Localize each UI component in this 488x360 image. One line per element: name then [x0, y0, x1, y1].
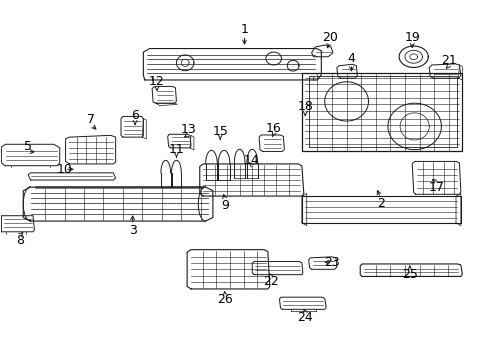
Text: 8: 8 [16, 234, 24, 247]
Text: 14: 14 [244, 154, 259, 167]
Text: 17: 17 [428, 181, 444, 194]
Text: 12: 12 [149, 75, 164, 88]
Text: 9: 9 [221, 198, 228, 212]
Text: 11: 11 [168, 143, 184, 156]
Text: 21: 21 [440, 54, 456, 67]
Text: 26: 26 [217, 293, 232, 306]
Text: 22: 22 [263, 275, 279, 288]
Text: 13: 13 [181, 123, 196, 136]
Text: 25: 25 [401, 268, 417, 281]
Text: 4: 4 [347, 52, 355, 65]
Text: 5: 5 [24, 140, 32, 153]
Text: 10: 10 [57, 163, 72, 176]
Text: 15: 15 [212, 125, 228, 138]
Text: 23: 23 [324, 256, 339, 269]
Text: 1: 1 [240, 23, 248, 36]
Text: 20: 20 [321, 31, 337, 44]
Text: 6: 6 [131, 109, 139, 122]
Text: 3: 3 [128, 224, 136, 237]
Text: 19: 19 [404, 31, 419, 44]
Text: 24: 24 [297, 311, 312, 324]
Text: 18: 18 [297, 100, 313, 113]
Text: 16: 16 [265, 122, 281, 135]
Text: 2: 2 [376, 197, 384, 210]
Text: 7: 7 [87, 113, 95, 126]
